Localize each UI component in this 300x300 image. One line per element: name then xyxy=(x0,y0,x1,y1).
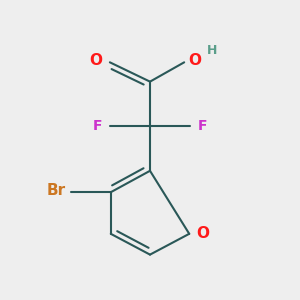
Text: Br: Br xyxy=(46,183,65,198)
Text: O: O xyxy=(189,53,202,68)
Text: O: O xyxy=(197,226,210,241)
Text: H: H xyxy=(206,44,217,57)
Text: F: F xyxy=(93,119,102,133)
Text: F: F xyxy=(198,119,207,133)
Text: O: O xyxy=(89,53,102,68)
